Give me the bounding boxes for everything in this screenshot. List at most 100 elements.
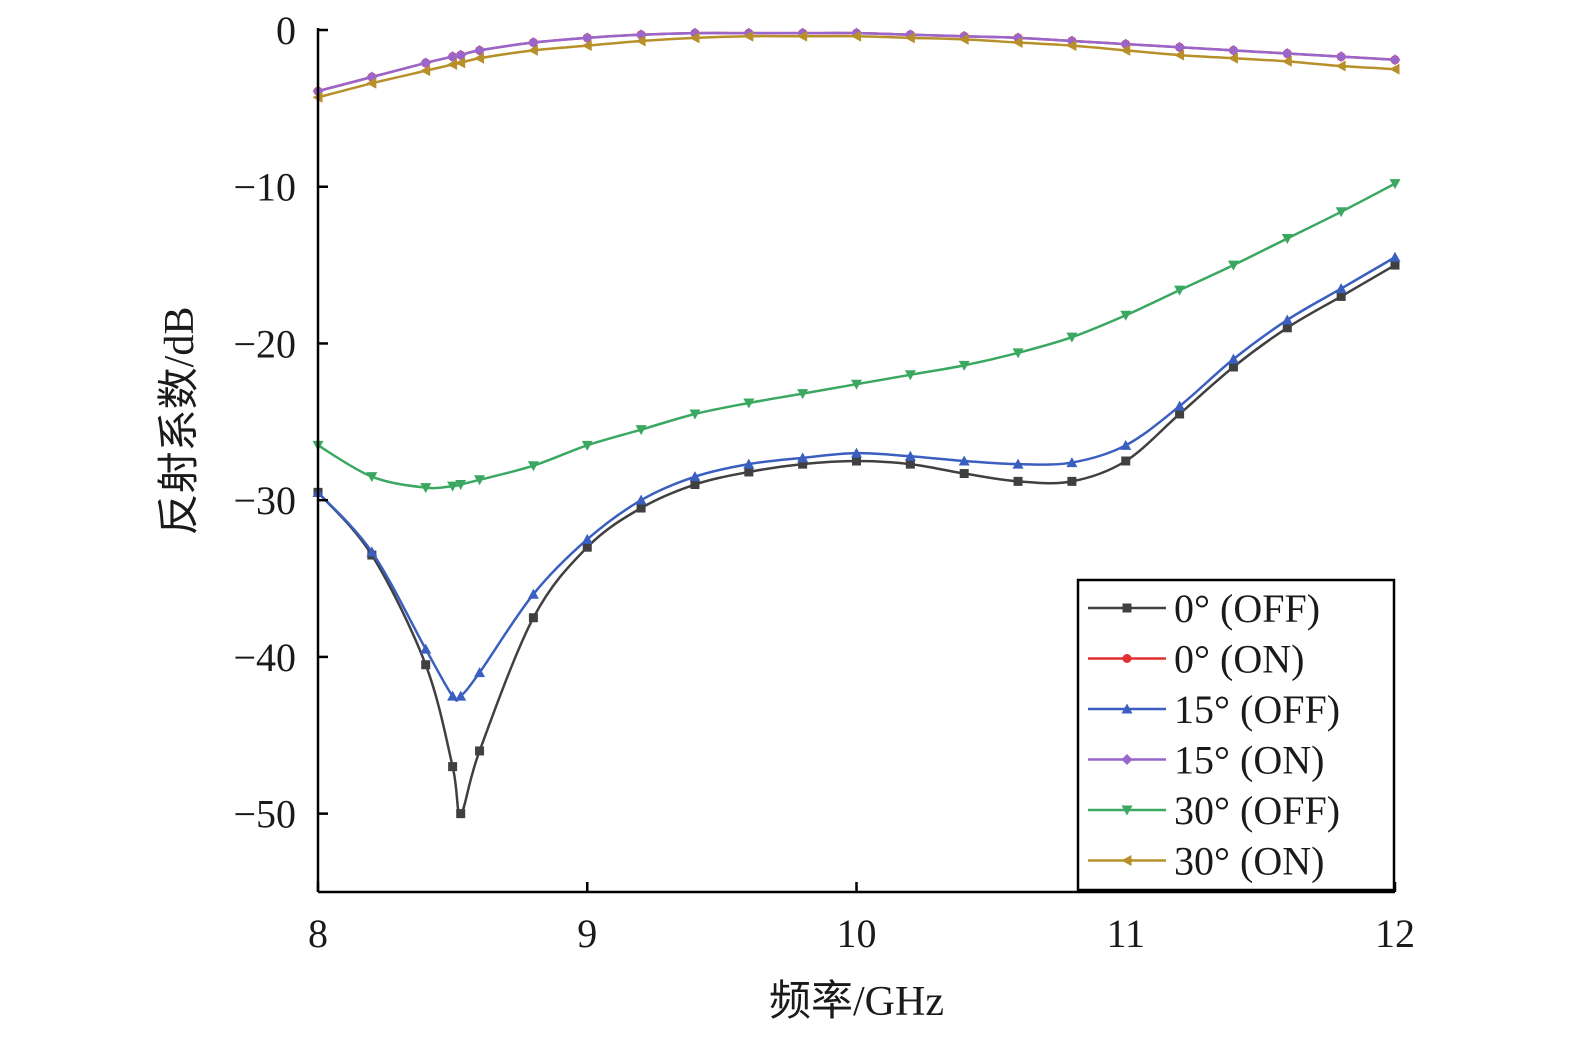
series-line [317,182,1396,490]
legend-label: 30° (ON) [1174,839,1324,884]
data-point [527,37,539,49]
data-point [1389,63,1400,75]
data-point [797,389,809,400]
x-tick-label: 12 [1375,911,1415,956]
y-tick-label: −10 [233,165,296,210]
data-point [1120,439,1132,450]
y-tick-label: 0 [276,8,296,53]
data-point [797,30,808,42]
data-point [1066,40,1077,52]
data-point [366,546,378,557]
legend-item: 30° (OFF) [1088,788,1340,833]
data-point [1281,233,1293,244]
data-point [1012,458,1024,469]
x-tick-label: 11 [1106,911,1145,956]
data-point [1282,323,1292,333]
data-point [1013,476,1023,486]
legend-label: 30° (OFF) [1174,788,1340,833]
data-point [958,360,970,371]
data-point [581,40,592,52]
legend-swatch-marker [1121,703,1133,714]
data-point [1175,409,1185,419]
series-4 [312,179,1401,494]
legend-item: 15° (ON) [1088,738,1324,783]
legend-swatch-marker [1121,754,1133,765]
data-point [851,379,862,390]
y-tick-label: −50 [233,792,296,837]
y-axis-title: 反射系数/dB [157,307,203,536]
data-point [447,690,459,701]
data-point [689,471,701,482]
data-point [366,472,378,483]
legend-item: 0° (OFF) [1088,586,1320,631]
data-point [1120,44,1131,56]
data-point [1389,179,1401,190]
data-point [904,370,916,381]
data-point [1281,314,1293,325]
legend-item: 0° (ON) [1088,637,1304,682]
data-point [689,32,700,44]
data-point [1336,291,1346,301]
data-point [421,660,431,670]
data-point [474,44,486,56]
data-point [455,690,467,701]
y-tick-label: −30 [233,478,296,523]
data-point [851,30,861,42]
data-point [1067,476,1077,486]
legend-item: 15° (OFF) [1088,687,1340,732]
data-point [1227,260,1239,271]
legend-box [1076,578,1396,892]
data-point [527,461,539,472]
axes-layer: 0 −10 −20 −30 −40 −50 8 9 10 11 12 频率/GHz 反射系数/dB [157,8,1415,1025]
data-point [455,57,466,69]
data-point [1227,44,1239,56]
data-point [1066,332,1078,343]
data-point [1281,55,1292,67]
data-point [635,35,646,47]
data-point [1174,41,1186,53]
data-point [1335,60,1346,72]
data-point [797,452,809,463]
legend-swatch-marker [1122,603,1132,613]
data-point [635,494,647,505]
data-point [420,65,431,77]
data-point [636,503,646,513]
series-layer [312,27,1401,819]
data-point [528,613,538,623]
data-point [1227,52,1238,64]
data-point [1227,353,1239,364]
x-tick-label: 8 [308,911,328,956]
data-point [1121,456,1131,466]
data-point [447,51,459,63]
x-tick-label: 10 [837,911,877,956]
data-point [447,58,458,70]
y-tick-label: −40 [233,635,296,680]
data-point [1174,400,1186,411]
data-point [448,762,458,772]
data-point [1335,283,1347,294]
data-point [689,409,701,420]
data-point [798,459,808,469]
data-point [474,667,486,678]
data-point [904,450,916,461]
data-point [851,447,862,458]
data-point [743,398,755,409]
data-point [527,588,539,599]
data-point [581,533,593,544]
data-point [527,44,538,56]
data-point [852,456,861,466]
legend-swatch-marker [1122,654,1132,663]
legend: 0° (OFF) 0° (ON) 15° (OFF) 15° (ON) 30° (OFF… [1076,578,1396,892]
data-point [581,440,593,451]
data-point [690,480,700,490]
data-point [1066,457,1078,468]
series-line [317,31,1396,93]
data-point [1120,310,1132,321]
data-point [743,30,754,42]
data-point [455,49,467,61]
data-point [904,32,915,44]
legend-label: 0° (OFF) [1174,586,1320,631]
series-2 [312,251,1401,702]
data-point [581,32,593,44]
